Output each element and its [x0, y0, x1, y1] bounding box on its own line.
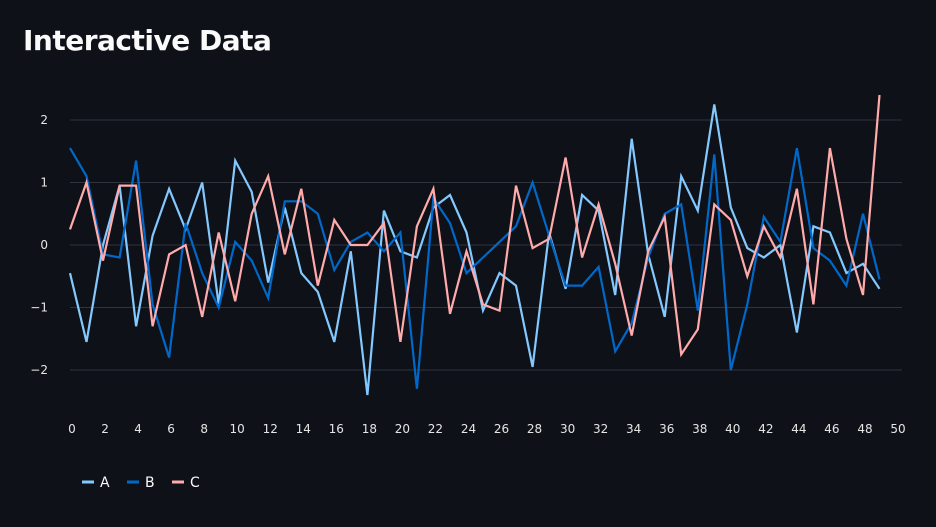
x-axis: 0 2 4 6 8 10 12 14 16 18 20 22 24 26 28 30 32 34 36 38 40 42 4… — [68, 422, 905, 436]
x-tick-label: 34 — [626, 422, 641, 436]
y-tick-label: 1 — [40, 176, 48, 190]
x-tick-label: 10 — [230, 422, 245, 436]
legend: A B C — [82, 475, 200, 491]
x-tick-label: 48 — [857, 422, 872, 436]
x-tick-label: 22 — [428, 422, 443, 436]
x-tick-label: 46 — [824, 422, 839, 436]
x-tick-label: 50 — [890, 422, 905, 436]
x-tick-label: 38 — [692, 422, 707, 436]
y-axis: −2 −1 0 1 2 — [30, 113, 48, 377]
x-tick-label: 20 — [395, 422, 410, 436]
x-tick-label: 44 — [791, 422, 806, 436]
y-tick-label: −1 — [30, 301, 48, 315]
legend-item-b[interactable]: B — [127, 475, 155, 491]
series-line-b[interactable] — [69, 147, 881, 389]
x-tick-label: 32 — [593, 422, 608, 436]
grid-lines — [70, 119, 902, 371]
x-tick-label: 6 — [167, 422, 175, 436]
x-tick-label: 2 — [101, 422, 109, 436]
x-tick-label: 4 — [134, 422, 142, 436]
x-tick-label: 18 — [362, 422, 377, 436]
legend-item-c[interactable]: C — [172, 475, 200, 491]
x-tick-label: 40 — [725, 422, 740, 436]
y-tick-label: 2 — [40, 113, 48, 127]
legend-label: C — [190, 475, 200, 491]
page-title: Interactive Data — [23, 24, 272, 57]
x-tick-label: 12 — [263, 422, 278, 436]
x-tick-label: 42 — [758, 422, 773, 436]
series-line-a[interactable] — [68, 104, 881, 396]
x-tick-label: 0 — [68, 422, 76, 436]
y-tick-label: 0 — [40, 238, 48, 252]
series-line-c[interactable] — [68, 94, 881, 358]
x-tick-label: 26 — [494, 422, 509, 436]
x-tick-label: 28 — [527, 422, 542, 436]
legend-label: B — [145, 475, 155, 491]
x-tick-label: 24 — [461, 422, 476, 436]
y-tick-label: −2 — [30, 363, 48, 377]
x-tick-label: 14 — [296, 422, 311, 436]
x-tick-label: 30 — [560, 422, 575, 436]
series-lines — [68, 94, 881, 396]
legend-item-a[interactable]: A — [82, 475, 110, 491]
x-tick-label: 36 — [659, 422, 674, 436]
x-tick-label: 8 — [200, 422, 208, 436]
x-tick-label: 16 — [329, 422, 344, 436]
legend-label: A — [100, 475, 110, 491]
